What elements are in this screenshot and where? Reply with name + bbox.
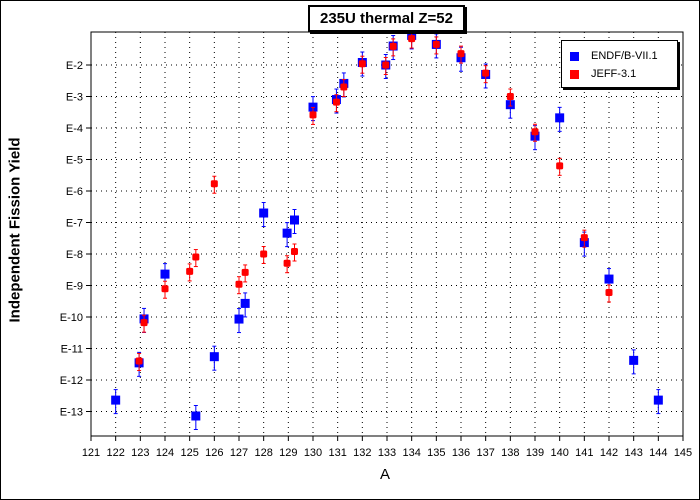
x-tick-label: 125 <box>180 447 198 459</box>
jeff-data-point <box>291 248 298 256</box>
x-tick-label: 130 <box>304 447 322 459</box>
x-tick-label: 123 <box>131 447 149 459</box>
legend-label-jeff: JEFF-3.1 <box>591 68 637 80</box>
jeff-data-point <box>506 93 514 100</box>
y-tick-label: E-2 <box>66 60 83 72</box>
jeff-data-point <box>389 42 397 50</box>
endf-data-point <box>604 274 614 284</box>
x-tick-label: 133 <box>378 447 396 459</box>
jeff-data-point <box>135 357 143 365</box>
endf-data-point <box>629 355 639 365</box>
jeff-data-point <box>340 83 348 91</box>
y-tick-label: E-10 <box>60 312 83 324</box>
y-tick-label: E-8 <box>66 249 83 261</box>
jeff-data-point <box>482 69 490 77</box>
endf-data-point <box>191 411 201 421</box>
x-tick-label: 141 <box>575 447 593 459</box>
legend-swatch-endf <box>570 51 579 61</box>
x-tick-label: 134 <box>402 447 420 459</box>
y-tick-label: E-6 <box>66 186 83 198</box>
x-tick-label: 129 <box>279 447 297 459</box>
endf-data-point <box>653 395 663 405</box>
y-tick-label: E-4 <box>66 123 83 135</box>
chart-title: 235U thermal Z=52 <box>308 5 465 32</box>
x-tick-label: 145 <box>674 447 692 459</box>
x-tick-label: 144 <box>649 447 667 459</box>
jeff-data-point <box>140 319 148 327</box>
y-tick-label: E-3 <box>66 92 83 104</box>
y-tick-label: E-13 <box>60 407 83 419</box>
x-tick-label: 138 <box>501 447 519 459</box>
x-tick-label: 142 <box>600 447 618 459</box>
jeff-data-point <box>283 259 291 267</box>
legend-label-endf: ENDF/B-VII.1 <box>591 50 658 62</box>
jeff-data-point <box>531 128 539 136</box>
jeff-data-point <box>457 50 465 58</box>
endf-data-point <box>259 208 269 218</box>
x-tick-label: 135 <box>427 447 445 459</box>
x-tick-label: 143 <box>624 447 642 459</box>
jeff-data-point <box>161 285 169 293</box>
endf-data-point <box>209 352 219 362</box>
endf-data-point <box>282 228 292 238</box>
jeff-data-point <box>210 180 218 188</box>
x-tick-label: 136 <box>452 447 470 459</box>
legend-swatch-jeff <box>570 69 579 79</box>
endf-data-point <box>290 215 299 225</box>
legend-entry-jeff: JEFF-3.1 <box>570 67 636 81</box>
jeff-data-point <box>605 288 613 296</box>
jeff-data-point <box>260 250 268 258</box>
endf-data-point <box>240 298 250 308</box>
jeff-data-point <box>556 162 564 170</box>
x-tick-label: 128 <box>254 447 272 459</box>
endf-data-point <box>555 113 565 123</box>
x-tick-label: 139 <box>526 447 544 459</box>
jeff-data-point <box>580 234 588 242</box>
jeff-data-point <box>358 60 366 68</box>
x-tick-label: 140 <box>550 447 568 459</box>
jeff-data-point <box>432 40 440 48</box>
jeff-data-point <box>241 268 249 276</box>
x-tick-label: 132 <box>353 447 371 459</box>
endf-data-point <box>111 395 121 405</box>
endf-data-point <box>160 269 170 279</box>
jeff-data-point <box>382 61 390 69</box>
x-tick-label: 127 <box>230 447 248 459</box>
jeff-data-point <box>408 35 416 43</box>
y-tick-label: E-9 <box>66 281 83 293</box>
x-tick-label: 122 <box>106 447 124 459</box>
x-tick-label: 131 <box>328 447 346 459</box>
y-axis-label: Independent Fission Yield <box>6 137 24 323</box>
x-tick-label: 121 <box>82 447 100 459</box>
y-tick-label: E-12 <box>60 375 83 387</box>
x-tick-label: 126 <box>205 447 223 459</box>
endf-data-point <box>234 314 244 324</box>
jeff-data-point <box>192 253 200 261</box>
legend: ENDF/B-VII.1 JEFF-3.1 <box>561 40 678 88</box>
y-tick-label: E-7 <box>66 218 83 230</box>
y-tick-label: E-11 <box>61 344 83 356</box>
jeff-data-point <box>332 98 340 106</box>
x-tick-label: 137 <box>476 447 494 459</box>
jeff-data-point <box>309 111 317 119</box>
jeff-data-point <box>235 280 243 288</box>
jeff-data-point <box>186 267 194 275</box>
y-tick-label: E-5 <box>66 155 83 167</box>
legend-entry-endf: ENDF/B-VII.1 <box>570 49 658 63</box>
y-axis-label-container: Independent Fission Yield <box>1 130 29 330</box>
x-axis-label: A <box>379 466 390 483</box>
x-tick-label: 124 <box>156 447 174 459</box>
